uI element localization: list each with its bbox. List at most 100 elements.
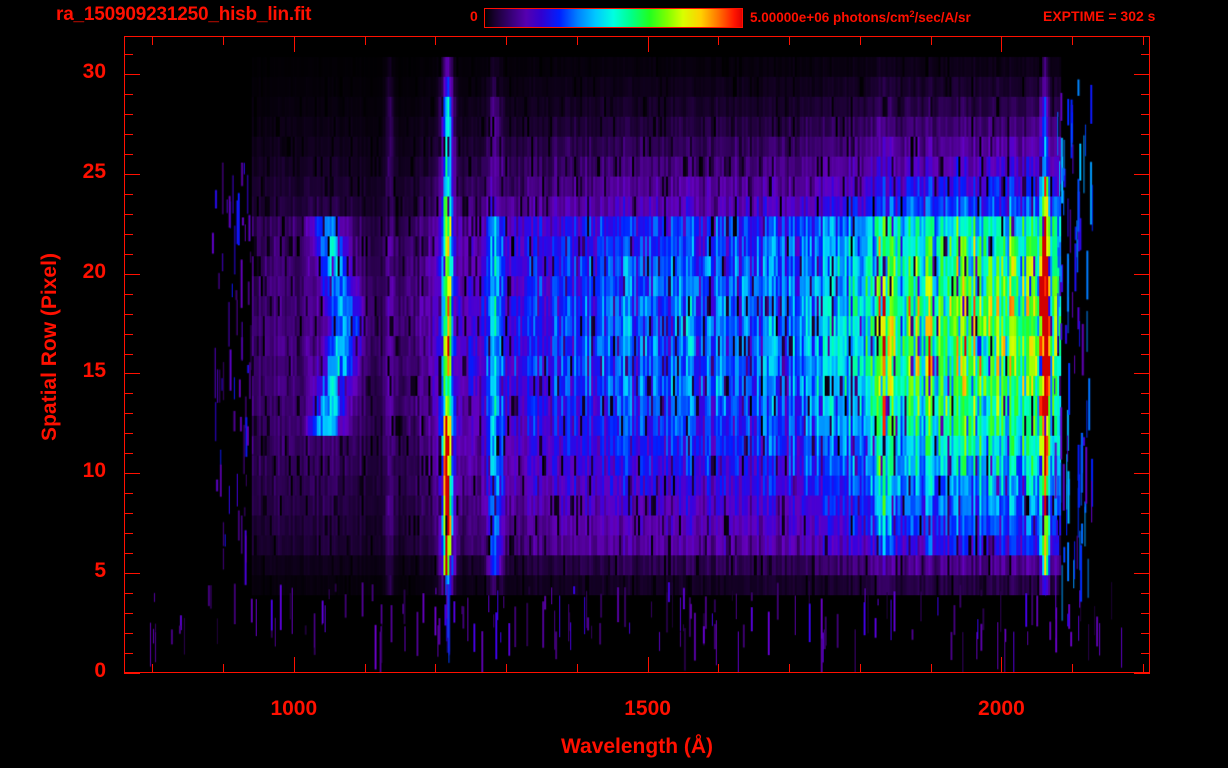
y-major-tick [1134, 74, 1150, 75]
y-major-tick [1134, 473, 1150, 474]
y-minor-tick [124, 54, 133, 55]
y-minor-tick [1141, 453, 1150, 454]
y-major-tick [1134, 373, 1150, 374]
x-major-tick [1001, 36, 1002, 52]
y-minor-tick [124, 94, 133, 95]
y-major-tick [124, 74, 140, 75]
x-minor-tick [577, 36, 578, 45]
y-minor-tick [1141, 334, 1150, 335]
x-axis-title: Wavelength (Å) [560, 735, 714, 758]
x-major-tick [648, 657, 649, 673]
spectrogram-image [125, 37, 1149, 672]
y-minor-tick [124, 254, 133, 255]
page-title: ra_150909231250_hisb_lin.fit [56, 4, 312, 25]
y-minor-tick [1141, 294, 1150, 295]
y-minor-tick [1141, 553, 1150, 554]
y-minor-tick [1141, 653, 1150, 654]
colorbar-gradient [485, 9, 742, 27]
x-minor-tick [1072, 36, 1073, 45]
y-minor-tick [1141, 493, 1150, 494]
y-minor-tick [1141, 354, 1150, 355]
x-minor-tick [718, 36, 719, 45]
x-minor-tick [1143, 36, 1144, 45]
y-major-tick [124, 373, 140, 374]
x-minor-tick [789, 664, 790, 673]
y-minor-tick [124, 294, 133, 295]
x-minor-tick [506, 664, 507, 673]
y-minor-tick [1141, 533, 1150, 534]
y-minor-tick [1141, 114, 1150, 115]
y-axis-title: Spatial Row (Pixel) [38, 253, 61, 441]
y-minor-tick [124, 653, 133, 654]
y-tick-label: 20 [82, 259, 106, 283]
x-major-tick [294, 657, 295, 673]
x-minor-tick [506, 36, 507, 45]
y-major-tick [124, 274, 140, 275]
x-minor-tick [1143, 664, 1144, 673]
x-minor-tick [931, 36, 932, 45]
y-major-tick [1134, 174, 1150, 175]
x-minor-tick [860, 664, 861, 673]
x-minor-tick [365, 664, 366, 673]
x-minor-tick [435, 664, 436, 673]
x-minor-tick [365, 36, 366, 45]
y-minor-tick [124, 134, 133, 135]
colorbar-unit-tail: /sec/A/sr [914, 10, 971, 25]
y-minor-tick [1141, 513, 1150, 514]
y-major-tick [124, 573, 140, 574]
x-minor-tick [152, 664, 153, 673]
y-minor-tick [124, 533, 133, 534]
x-tick-label: 1500 [624, 697, 671, 720]
x-minor-tick [577, 664, 578, 673]
y-minor-tick [124, 513, 133, 514]
y-minor-tick [1141, 413, 1150, 414]
y-minor-tick [124, 633, 133, 634]
x-minor-tick [435, 36, 436, 45]
x-minor-tick [223, 664, 224, 673]
y-tick-label: 0 [94, 659, 106, 682]
y-tick-label: 30 [82, 59, 106, 83]
colorbar-min-label: 0 [470, 8, 478, 24]
y-minor-tick [1141, 194, 1150, 195]
x-minor-tick [223, 36, 224, 45]
y-minor-tick [124, 493, 133, 494]
y-tick-label: 25 [82, 159, 106, 183]
x-minor-tick [1072, 664, 1073, 673]
y-minor-tick [1141, 613, 1150, 614]
y-minor-tick [124, 553, 133, 554]
x-minor-tick [789, 36, 790, 45]
y-minor-tick [1141, 154, 1150, 155]
y-minor-tick [124, 354, 133, 355]
y-minor-tick [1141, 633, 1150, 634]
y-minor-tick [124, 613, 133, 614]
y-minor-tick [124, 453, 133, 454]
y-minor-tick [1141, 433, 1150, 434]
plot-frame [124, 36, 1150, 673]
exposure-time-label: EXPTIME = 302 s [1043, 8, 1156, 24]
y-major-tick [1134, 673, 1150, 674]
y-major-tick [1134, 274, 1150, 275]
y-minor-tick [1141, 593, 1150, 594]
y-minor-tick [1141, 214, 1150, 215]
y-minor-tick [124, 433, 133, 434]
y-minor-tick [1141, 393, 1150, 394]
colorbar-max-value: 5.00000e+06 photons/cm [750, 10, 910, 25]
colorbar-max-label: 5.00000e+06 photons/cm2/sec/A/sr [750, 9, 971, 25]
y-minor-tick [1141, 134, 1150, 135]
x-major-tick [648, 36, 649, 52]
y-minor-tick [1141, 254, 1150, 255]
y-major-tick [124, 673, 140, 674]
y-minor-tick [124, 114, 133, 115]
y-minor-tick [124, 194, 133, 195]
y-minor-tick [124, 314, 133, 315]
x-minor-tick [860, 36, 861, 45]
y-tick-label: 15 [82, 359, 106, 383]
y-tick-label: 10 [82, 459, 106, 483]
x-minor-tick [152, 36, 153, 45]
y-minor-tick [124, 393, 133, 394]
y-major-tick [124, 473, 140, 474]
x-tick-label: 1000 [270, 697, 318, 720]
y-major-tick [124, 174, 140, 175]
y-tick-label: 5 [94, 559, 106, 583]
y-minor-tick [124, 593, 133, 594]
